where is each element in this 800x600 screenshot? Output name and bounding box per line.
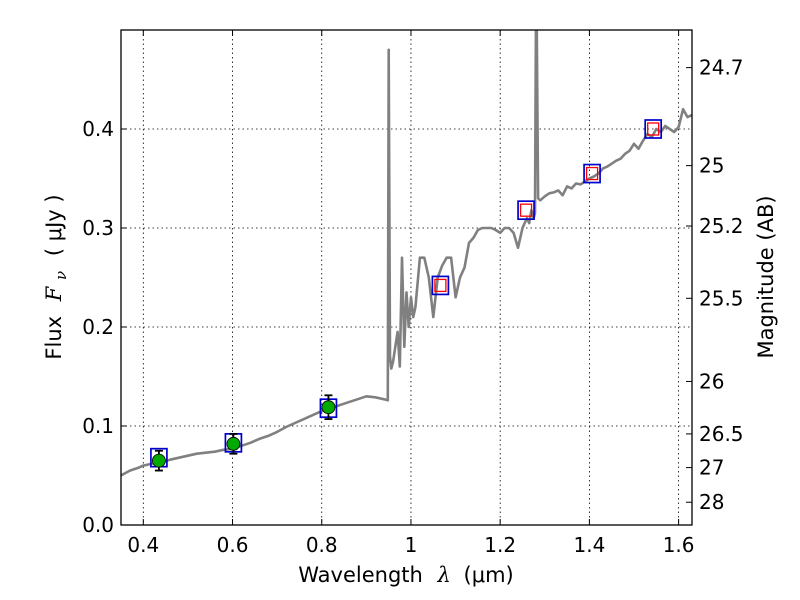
y-axis-title-unit: ( μJy ) [42,194,66,256]
x-tick-label: 1.2 [484,533,516,557]
observed-flux-point [321,400,336,415]
y2-tick-label: 25.2 [699,214,744,238]
ticks-layer: 0.4 0.6 0.8 1 1.2 1.4 1.6 0.0 0.1 0.2 0.3 0.4 24.7 25… [82,30,744,557]
upper-limit-square [434,278,447,293]
y-tick-label: 0.4 [82,117,114,141]
x-axis-title: Wavelength λ (μm) [298,563,513,587]
y-axis-title-symbol-sub: ν [52,271,70,280]
x-tick-label: 0.8 [306,533,338,557]
model-flux-square [517,200,535,221]
x-axis-title-symbol: λ [437,563,451,587]
x-tick-label: 1.4 [573,533,605,557]
plot-frame [120,29,693,526]
x-axis-title-unit: (μm) [464,563,514,587]
y2-tick-label: 27 [699,456,724,480]
y-tick-label: 0.2 [82,315,114,339]
data-layer [121,30,692,477]
y-tick-label: 0.1 [82,414,114,438]
y-axis-title-symbol: F [42,285,66,302]
observed-flux-point [226,436,241,451]
y2-tick-label: 24.7 [699,56,744,80]
model-flux-square [431,275,450,296]
x-tick-label: 0.6 [217,533,249,557]
y-axis-title: Flux F ν ( μJy ) [42,194,71,359]
data-series-group [121,30,692,477]
y2-tick-label: 28 [699,490,724,514]
model-flux-square [583,163,601,184]
x-axis-title-text: Wavelength [298,563,423,587]
upper-limit-square [519,203,533,217]
x-tick-label: 1.6 [663,533,695,557]
x-tick-label: 1 [405,533,418,557]
spectrum-line [121,30,692,477]
y2-tick-label: 26.5 [699,422,744,446]
x-tick-label: 0.4 [127,533,159,557]
y-tick-label: 0.0 [82,513,114,537]
upper-limit-square [585,166,599,181]
upper-limit-square [647,122,660,136]
y2-tick-label: 26 [699,369,724,393]
model-flux-square [644,119,663,139]
y2-axis-title: Magnitude (AB) [754,195,778,358]
y2-tick-label: 25.5 [699,286,744,310]
observed-flux-point [152,453,166,468]
y-axis-title-text: Flux [42,316,66,360]
y-tick-label: 0.3 [82,216,114,240]
y2-tick-label: 25 [699,154,724,178]
